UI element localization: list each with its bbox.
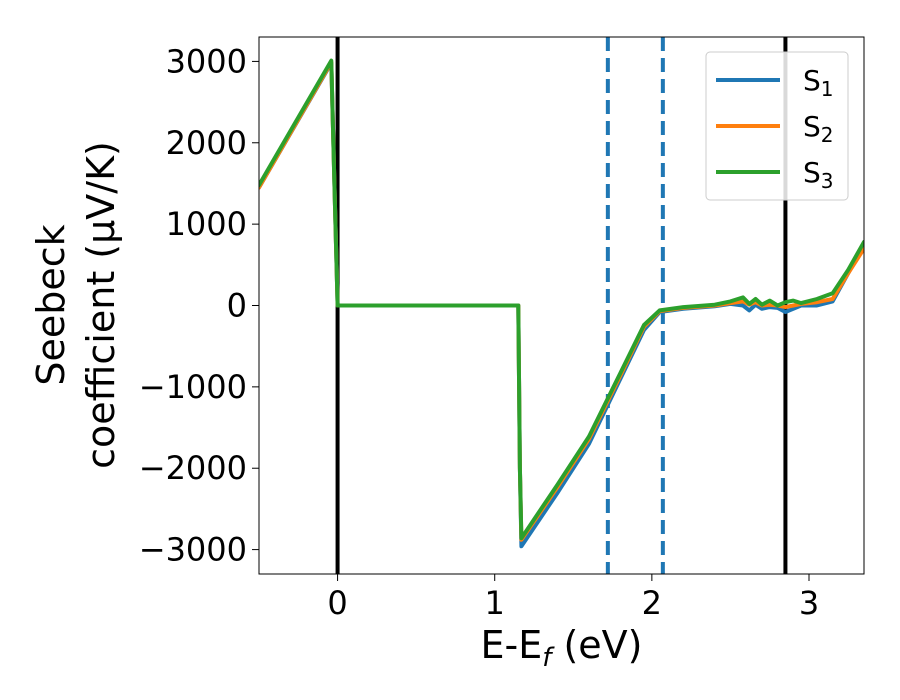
y-axis-label-line1: Seebeck — [29, 224, 73, 385]
y-tick-label: 1000 — [166, 205, 247, 243]
legend-label-S3: S3 — [803, 156, 834, 193]
x-axis-label-main: E-E — [481, 623, 543, 667]
y-tick-label: 0 — [227, 287, 247, 325]
y-tick-label: −1000 — [139, 368, 247, 406]
x-tick-label: 2 — [642, 584, 662, 622]
legend-label-sub: 1 — [821, 77, 834, 101]
x-axis-label: E-Ef (eV) — [481, 623, 643, 673]
y-tick-label: −2000 — [139, 449, 247, 487]
legend-label-S1: S1 — [803, 64, 834, 101]
y-tick-label: 3000 — [166, 42, 247, 80]
legend-label-sub: 3 — [821, 169, 834, 193]
legend-label-main: S — [803, 110, 821, 143]
legend-label-sub: 2 — [821, 123, 834, 147]
x-tick-label: 3 — [799, 584, 819, 622]
x-tick-label: 1 — [485, 584, 505, 622]
y-tick-label: 2000 — [166, 124, 247, 162]
legend-label-main: S — [803, 156, 821, 189]
legend-label-S2: S2 — [803, 110, 834, 147]
series-line-S3 — [259, 58, 864, 541]
x-tick-label: 0 — [327, 584, 347, 622]
x-axis-label-unit: (eV) — [551, 623, 642, 667]
y-axis-label-line2: coefficient (μV/K) — [79, 141, 123, 469]
legend-label-main: S — [803, 64, 821, 97]
y-tick-label: −3000 — [139, 531, 247, 569]
